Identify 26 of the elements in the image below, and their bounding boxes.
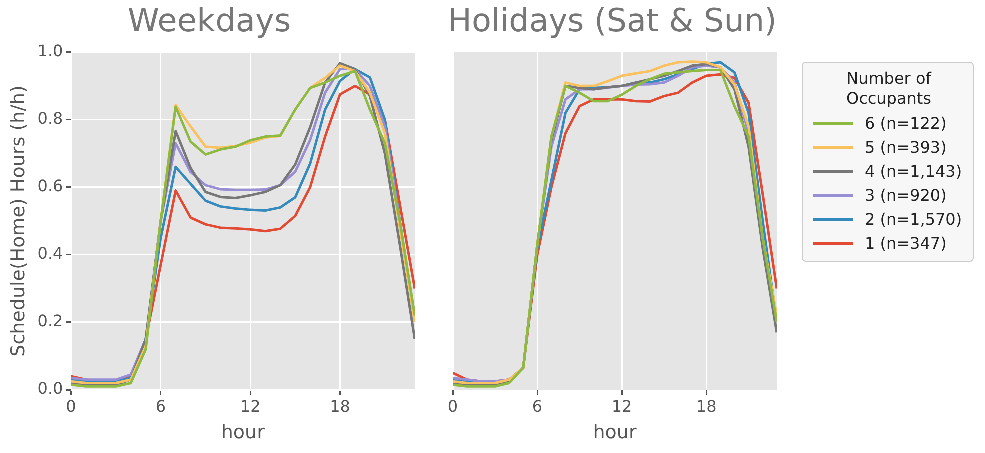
- x-tick-label: 18: [330, 396, 350, 416]
- legend-label: 5 (n=393): [865, 138, 947, 156]
- y-tick-label: 0.4: [38, 244, 64, 264]
- x-tick-label: 6: [156, 396, 166, 416]
- x-tick-label: 18: [696, 396, 717, 416]
- y-axis-title: Schedule(Home) Hours (h/h): [7, 86, 30, 357]
- x-axis-title: hour: [593, 422, 637, 444]
- y-tick-label: 0.2: [38, 312, 64, 331]
- legend-label: 1 (n=347): [865, 234, 947, 252]
- legend-label: 3 (n=920): [865, 186, 947, 204]
- x-tick-label: 12: [240, 396, 261, 416]
- legend-label: 4 (n=1,143): [865, 162, 962, 180]
- y-tick-label: 0.6: [38, 176, 64, 196]
- legend-title: Number of Occupants: [845, 69, 933, 109]
- chart-title: Holidays (Sat & Sun): [448, 1, 777, 40]
- legend-label: 2 (n=1,570): [865, 210, 962, 228]
- x-tick-label: 0: [66, 396, 76, 416]
- legend-label: 6 (n=122): [865, 114, 947, 132]
- y-tick-label: 0.8: [38, 109, 64, 128]
- x-tick-label: 0: [448, 396, 458, 416]
- x-axis-title: hour: [221, 422, 266, 444]
- y-tick-label: 0.0: [38, 379, 64, 398]
- x-tick-label: 12: [612, 396, 632, 416]
- chart-title: Weekdays: [128, 2, 292, 40]
- y-tick-label: 1.0: [38, 42, 64, 61]
- x-tick-label: 6: [532, 396, 543, 416]
